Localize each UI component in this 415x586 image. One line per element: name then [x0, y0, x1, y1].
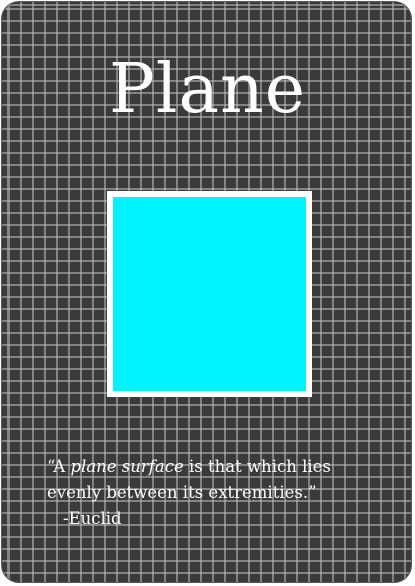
- quote-open: “A: [47, 457, 71, 476]
- card-title: Plane: [108, 50, 307, 129]
- plane-square-illustration: [107, 191, 312, 397]
- quote-attribution: -Euclid: [63, 509, 122, 528]
- quote-line-1: “A plane surface is that which lies: [47, 454, 387, 480]
- quote-emphasis: plane surface: [70, 457, 184, 476]
- quote-line-2: evenly between its extremities.”: [47, 483, 317, 502]
- euclid-quote: “A plane surface is that which lies even…: [47, 454, 387, 532]
- quote-line1-rest: is that which lies: [183, 457, 331, 476]
